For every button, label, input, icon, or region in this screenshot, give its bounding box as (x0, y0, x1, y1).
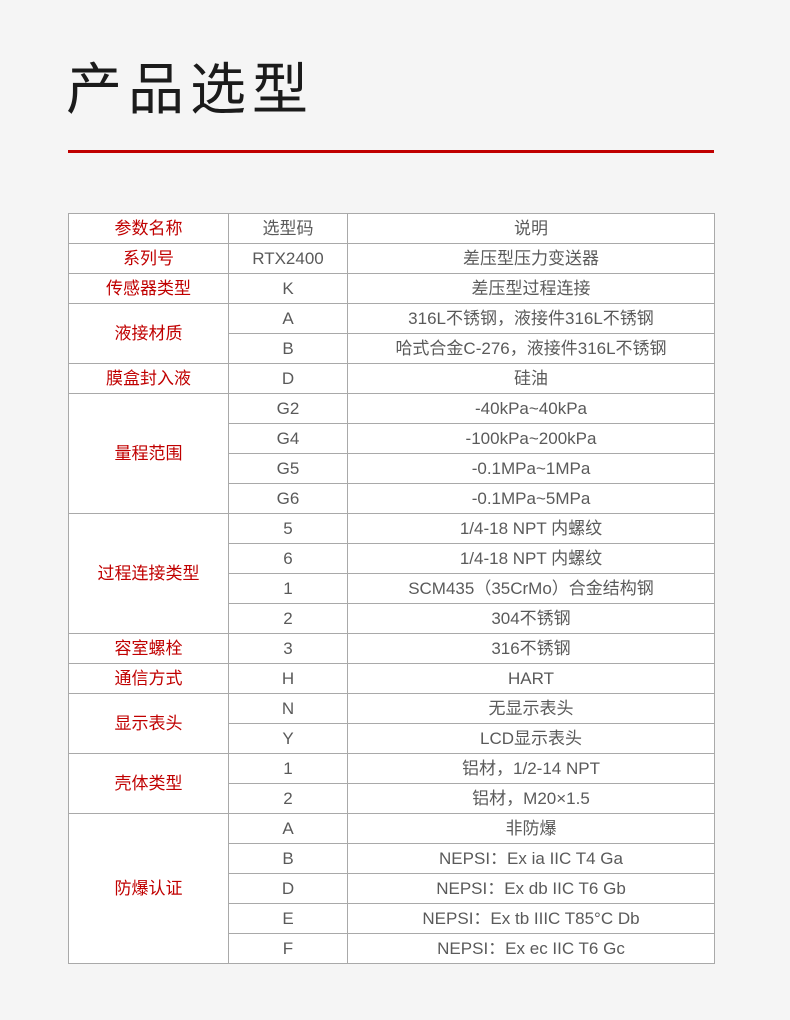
table-row: 通信方式 H HART (68, 663, 715, 694)
code-cell: G6 (228, 483, 348, 514)
desc-cell: 硅油 (347, 363, 715, 394)
code-cell: 2 (228, 603, 348, 634)
table-row: 容室螺栓 3 316不锈钢 (68, 633, 715, 664)
code-cell: N (228, 693, 348, 724)
table-row: G6 -0.1MPa~5MPa (69, 483, 715, 514)
param-cell: 壳体类型 (68, 753, 229, 814)
desc-cell: NEPSI：Ex db IIC T6 Gb (347, 873, 715, 904)
table-row: B 哈式合金C-276，液接件316L不锈钢 (69, 333, 715, 364)
param-cell: 量程范围 (68, 393, 229, 514)
table-row: G5 -0.1MPa~1MPa (69, 453, 715, 484)
table-row: 2 304不锈钢 (69, 603, 715, 634)
desc-cell: -40kPa~40kPa (347, 393, 715, 424)
param-cell: 膜盒封入液 (68, 363, 229, 394)
desc-cell: HART (347, 663, 715, 694)
desc-cell: 铝材，1/2-14 NPT (347, 753, 715, 784)
code-cell: K (228, 273, 348, 304)
code-cell: 5 (228, 513, 348, 544)
table-row: 系列号 RTX2400 差压型压力变送器 (68, 243, 715, 274)
code-cell: G4 (228, 423, 348, 454)
desc-cell: 铝材，M20×1.5 (347, 783, 715, 814)
param-cell: 容室螺栓 (68, 633, 229, 664)
table-row: 1 SCM435（35CrMo）合金结构钢 (69, 573, 715, 604)
header-desc: 说明 (347, 213, 715, 244)
code-cell: H (228, 663, 348, 694)
code-cell: 6 (228, 543, 348, 574)
desc-cell: NEPSI：Ex tb IIIC T85°C Db (347, 903, 715, 934)
page-title: 产品选型 (66, 58, 314, 121)
desc-cell: 差压型过程连接 (347, 273, 715, 304)
table-row: 过程连接类型 5 1/4-18 NPT 内螺纹 (68, 513, 715, 634)
code-cell: B (228, 843, 348, 874)
code-cell: A (228, 303, 348, 334)
code-cell: Y (228, 723, 348, 754)
code-cell: D (228, 363, 348, 394)
table-row: 显示表头 N 无显示表头 (68, 693, 715, 754)
param-cell: 防爆认证 (68, 813, 229, 964)
table-row: D NEPSI：Ex db IIC T6 Gb (69, 873, 715, 904)
desc-cell: 316不锈钢 (347, 633, 715, 664)
desc-cell: 1/4-18 NPT 内螺纹 (347, 513, 715, 544)
table-row: 传感器类型 K 差压型过程连接 (68, 273, 715, 304)
param-cell: 液接材质 (68, 303, 229, 364)
desc-cell: SCM435（35CrMo）合金结构钢 (347, 573, 715, 604)
table-row: E NEPSI：Ex tb IIIC T85°C Db (69, 903, 715, 934)
desc-cell: 差压型压力变送器 (347, 243, 715, 274)
code-cell: G2 (228, 393, 348, 424)
code-cell: 2 (228, 783, 348, 814)
desc-cell: 1/4-18 NPT 内螺纹 (347, 543, 715, 574)
desc-cell: -0.1MPa~5MPa (347, 483, 715, 514)
table-row: 2 铝材，M20×1.5 (69, 783, 715, 814)
code-cell: 1 (228, 753, 348, 784)
code-cell: E (228, 903, 348, 934)
table-row: 防爆认证 A 非防爆 (68, 813, 715, 964)
code-cell: A (228, 813, 348, 844)
table-row: B NEPSI：Ex ia IIC T4 Ga (69, 843, 715, 874)
code-cell: RTX2400 (228, 243, 348, 274)
product-selection-table: 参数名称 选型码 说明 系列号 RTX2400 差压型压力变送器 传感器类型 K… (68, 213, 715, 964)
table-row: Y LCD显示表头 (69, 723, 715, 754)
header-param: 参数名称 (68, 213, 229, 244)
code-cell: B (228, 333, 348, 364)
desc-cell: 非防爆 (347, 813, 715, 844)
desc-cell: 316L不锈钢，液接件316L不锈钢 (347, 303, 715, 334)
desc-cell: NEPSI：Ex ec IIC T6 Gc (347, 933, 715, 964)
code-cell: F (228, 933, 348, 964)
code-cell: D (228, 873, 348, 904)
table-row: 液接材质 A 316L不锈钢，液接件316L不锈钢 (68, 303, 715, 364)
desc-cell: 304不锈钢 (347, 603, 715, 634)
table-row: 壳体类型 1 铝材，1/2-14 NPT (68, 753, 715, 814)
table-row: G4 -100kPa~200kPa (69, 423, 715, 454)
title-divider (68, 150, 714, 153)
param-cell: 过程连接类型 (68, 513, 229, 634)
table-header-row: 参数名称 选型码 说明 (68, 213, 715, 244)
table-row: 量程范围 G2 -40kPa~40kPa (68, 393, 715, 514)
desc-cell: 无显示表头 (347, 693, 715, 724)
desc-cell: NEPSI：Ex ia IIC T4 Ga (347, 843, 715, 874)
param-cell: 通信方式 (68, 663, 229, 694)
code-cell: 1 (228, 573, 348, 604)
table-row: 膜盒封入液 D 硅油 (68, 363, 715, 394)
param-cell: 显示表头 (68, 693, 229, 754)
code-cell: G5 (228, 453, 348, 484)
desc-cell: -100kPa~200kPa (347, 423, 715, 454)
param-cell: 系列号 (68, 243, 229, 274)
desc-cell: 哈式合金C-276，液接件316L不锈钢 (347, 333, 715, 364)
desc-cell: -0.1MPa~1MPa (347, 453, 715, 484)
header-code: 选型码 (228, 213, 348, 244)
param-cell: 传感器类型 (68, 273, 229, 304)
table-row: F NEPSI：Ex ec IIC T6 Gc (69, 933, 715, 964)
desc-cell: LCD显示表头 (347, 723, 715, 754)
code-cell: 3 (228, 633, 348, 664)
